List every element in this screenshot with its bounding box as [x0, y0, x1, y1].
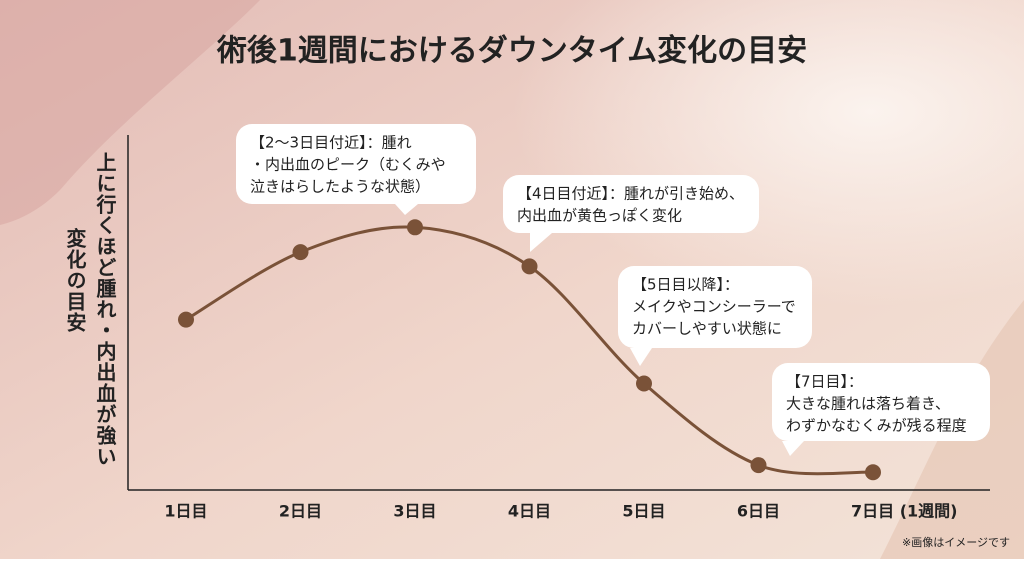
callout-text: 内出血が黄色っぽく変化 — [517, 207, 682, 225]
footnote: ※画像はイメージです — [902, 536, 1010, 549]
callout-box — [503, 175, 759, 233]
marker — [865, 464, 881, 481]
callout-tail — [782, 441, 804, 456]
callout-tail — [395, 204, 418, 215]
marker — [292, 244, 309, 261]
callout-text: ・内出血のピーク（むくみや — [250, 156, 446, 174]
callout-text: メイクやコンシーラーで — [632, 298, 796, 316]
callout-text: 泣きはらしたような状態） — [250, 178, 430, 196]
y-axis-label: 変化の目安 — [63, 227, 87, 333]
marker — [636, 375, 652, 392]
callout-box — [236, 124, 476, 204]
callout-tail — [530, 233, 552, 252]
callout-text: 【4日目付近】：腫れが引き始め、 — [517, 185, 744, 203]
x-tick-label: 2日目 — [279, 502, 322, 521]
y-axis-label: 上に行くほど腫れ・内出血が強い — [93, 152, 117, 467]
x-tick-label: 1日目 — [164, 502, 207, 521]
decor — [0, 0, 260, 225]
callout-text: カバーしやすい状態に — [632, 320, 782, 338]
x-tick-label: 5日目 — [622, 502, 665, 521]
x-tick-label: 4日目 — [508, 502, 551, 521]
x-tick-label: 7日目 (1週間) — [851, 502, 957, 521]
marker — [407, 219, 423, 236]
callout-text: 【7日目】： — [786, 373, 863, 391]
callout-box — [618, 266, 812, 348]
callout-box — [772, 363, 990, 441]
x-tick-label: 6日目 — [737, 502, 780, 521]
callout-text: 【5日目以降】： — [632, 276, 739, 294]
callout-text: わずかなむくみが残る程度 — [786, 417, 967, 435]
callout-text: 【2〜3日目付近】：腫れ — [250, 134, 412, 152]
x-tick-label: 3日目 — [393, 502, 436, 521]
callout-tail — [630, 348, 652, 366]
marker — [521, 258, 538, 275]
callout-text: 大きな腫れは落ち着き、 — [786, 395, 950, 413]
marker — [750, 457, 767, 474]
chart-title: 術後1週間におけるダウンタイム変化の目安 — [216, 34, 807, 69]
marker — [178, 311, 194, 328]
